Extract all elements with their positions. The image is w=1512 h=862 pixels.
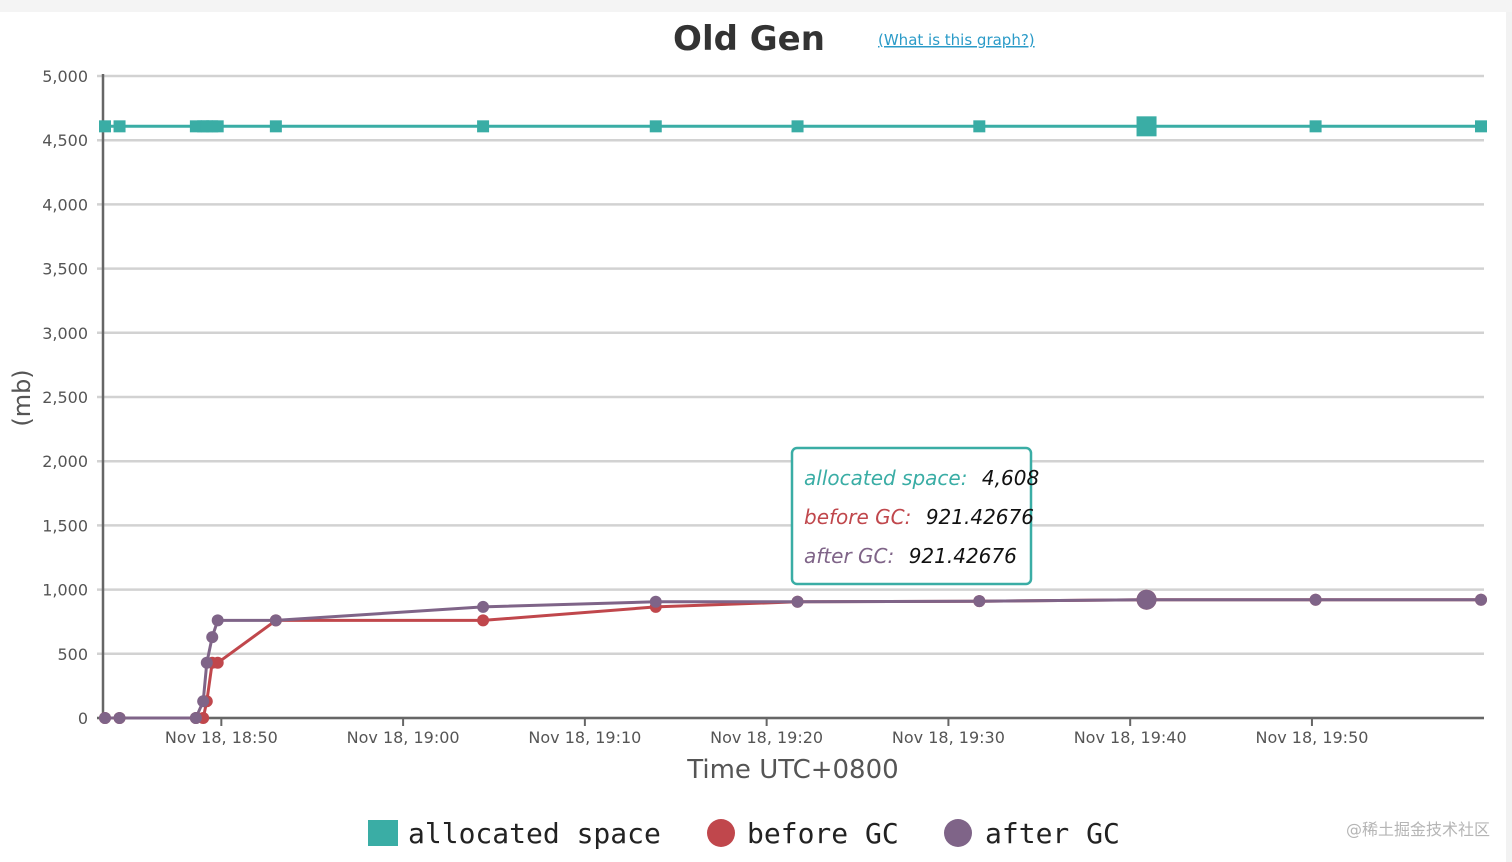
chart-title: Old Gen xyxy=(673,19,825,59)
tooltip-value-allocated: 4,608 xyxy=(982,466,1039,490)
series-line-after-gc xyxy=(105,598,1481,720)
point-after-gc xyxy=(649,595,662,608)
point-allocated-space xyxy=(1136,116,1157,137)
point-allocated-space xyxy=(211,120,224,133)
point-allocated-space xyxy=(649,120,662,133)
legend-item-after-gc[interactable]: after GC xyxy=(944,817,1120,850)
point-allocated-space xyxy=(1475,120,1487,133)
point-allocated-space xyxy=(791,120,804,133)
x-tick-label: Nov 18, 19:40 xyxy=(1074,728,1187,747)
x-tick-label: Nov 18, 19:20 xyxy=(710,728,823,747)
x-axis-label: Time UTC+0800 xyxy=(686,755,898,785)
x-tick-label: Nov 18, 18:50 xyxy=(165,728,278,747)
y-tick-label: 1,500 xyxy=(42,516,88,535)
legend-item-allocated-space[interactable]: allocated space xyxy=(368,817,661,850)
legend-label-before-gc: before GC xyxy=(747,817,899,850)
svg-text:after GC: 921.42676: after GC: 921.42676 xyxy=(804,544,1017,568)
tooltip-value-before-gc: 921.42676 xyxy=(926,505,1034,529)
y-tick-label: 4,500 xyxy=(42,131,88,150)
point-after-gc xyxy=(99,712,111,724)
point-after-gc xyxy=(189,712,202,724)
y-tick-label: 5,000 xyxy=(42,67,88,86)
x-axis-ticks: Nov 18, 18:50 Nov 18, 19:00 Nov 18, 19:10 N… xyxy=(165,718,1368,747)
point-after-gc xyxy=(113,712,126,724)
y-tick-label: 500 xyxy=(57,645,88,664)
y-axis-ticks: 0 500 1,000 1,500 2,000 2,500 3,000 3,500 4,000 4… xyxy=(42,67,88,728)
point-after-gc xyxy=(211,614,224,627)
tooltip: allocated space: 4,608 before GC: 921.42… xyxy=(790,446,1039,586)
point-allocated-space xyxy=(189,120,202,133)
y-tick-label: 2,500 xyxy=(42,388,88,407)
point-allocated-space xyxy=(113,120,126,133)
x-tick-label: Nov 18, 19:10 xyxy=(528,728,641,747)
point-after-gc xyxy=(791,595,804,608)
what-is-this-graph-link[interactable]: (What is this graph?) xyxy=(878,31,1035,49)
point-after-gc xyxy=(200,656,213,669)
legend-square-icon xyxy=(368,820,398,846)
point-after-gc xyxy=(1136,589,1157,610)
x-tick-label: Nov 18, 19:50 xyxy=(1255,728,1368,747)
page-edge xyxy=(1506,12,1512,862)
x-tick-label: Nov 18, 19:00 xyxy=(347,728,460,747)
series-layer xyxy=(99,116,1487,724)
tooltip-key-after-gc: after GC: xyxy=(804,544,894,568)
point-after-gc xyxy=(477,600,490,613)
point-after-gc xyxy=(973,595,986,608)
y-tick-label: 3,000 xyxy=(42,324,88,343)
point-allocated-space xyxy=(1309,120,1322,133)
axes xyxy=(97,74,1484,720)
y-tick-label: 3,500 xyxy=(42,260,88,279)
y-tick-label: 0 xyxy=(78,709,88,728)
x-tick-label: Nov 18, 19:30 xyxy=(892,728,1005,747)
y-tick-label: 2,000 xyxy=(42,452,88,471)
tooltip-key-before-gc: before GC: xyxy=(804,505,911,529)
svg-text:before GC: 921.42676: before GC: 921.42676 xyxy=(804,505,1034,529)
legend-label-allocated-space: allocated space xyxy=(408,817,661,850)
legend-item-before-gc[interactable]: before GC xyxy=(707,817,899,850)
y-axis-label: (mb) xyxy=(8,369,36,426)
point-after-gc xyxy=(206,631,219,644)
point-allocated-space xyxy=(973,120,986,133)
tooltip-key-allocated: allocated space: xyxy=(804,466,967,490)
point-after-gc xyxy=(1475,593,1487,606)
point-allocated-space xyxy=(269,120,282,133)
svg-text:allocated space: 4,608: allocated space: 4,608 xyxy=(804,466,1039,490)
point-allocated-space xyxy=(99,120,111,133)
legend-label-after-gc: after GC xyxy=(985,817,1120,850)
legend-circle-icon xyxy=(944,819,972,847)
y-tick-label: 4,000 xyxy=(42,195,88,214)
watermark: @稀土掘金技术社区 xyxy=(1346,820,1490,839)
tooltip-value-after-gc: 921.42676 xyxy=(909,544,1017,568)
point-after-gc xyxy=(269,614,282,627)
point-before-gc xyxy=(477,614,490,627)
point-after-gc xyxy=(1309,593,1322,606)
point-allocated-space xyxy=(477,120,490,133)
point-before-gc xyxy=(211,656,224,669)
point-after-gc xyxy=(197,695,210,708)
tooltip-box xyxy=(790,446,1033,586)
legend-circle-icon xyxy=(707,819,735,847)
y-tick-label: 1,000 xyxy=(42,581,88,600)
legend: allocated space before GC after GC xyxy=(368,817,1120,850)
